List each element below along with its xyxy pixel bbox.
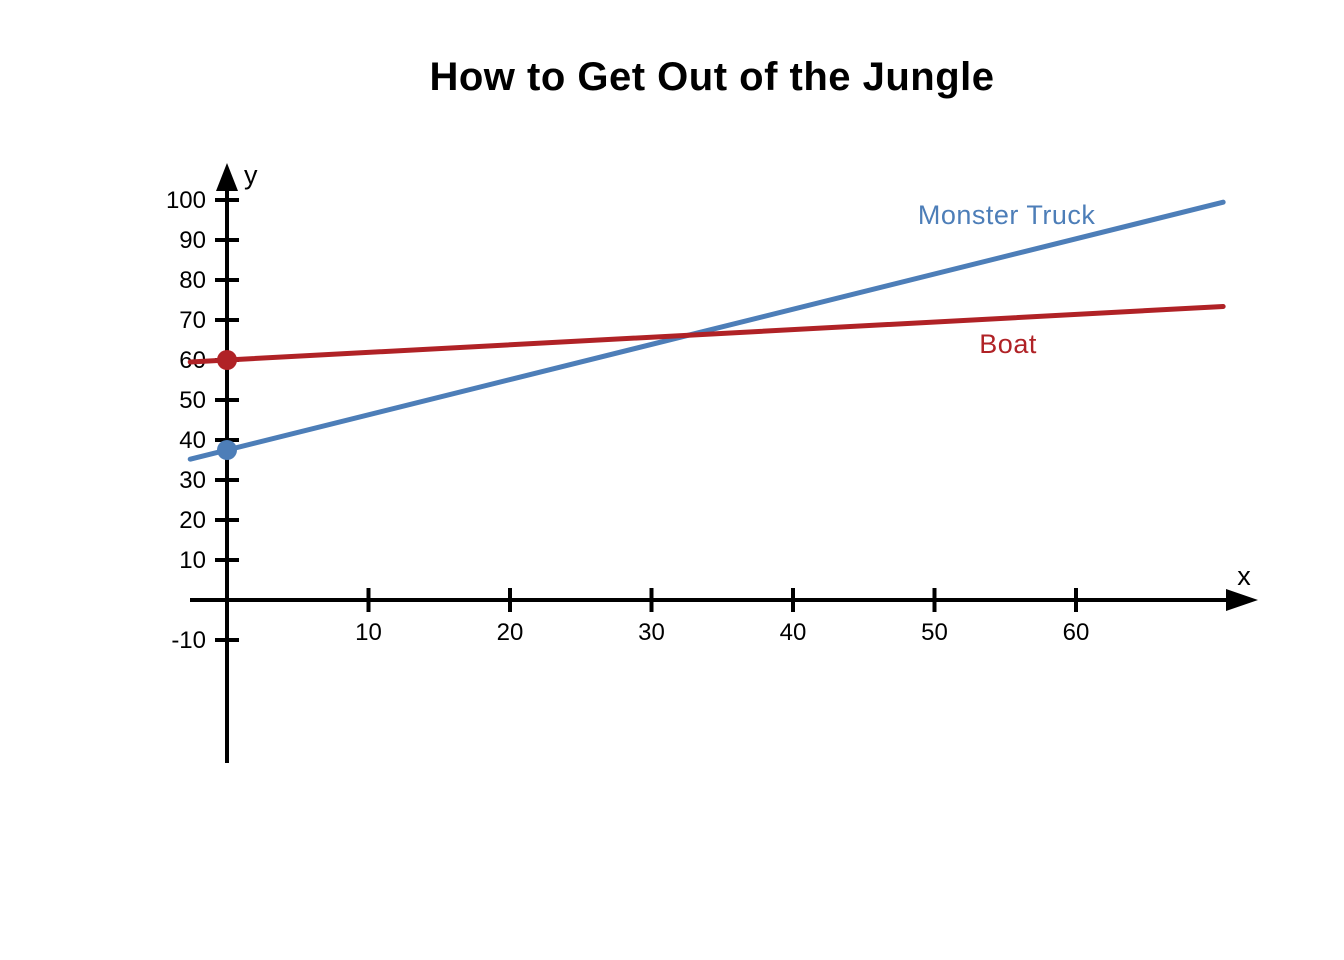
x-tick-label-40: 40 [780, 619, 807, 646]
series-line-monster-truck [187, 199, 1226, 462]
x-tick-label-50: 50 [921, 619, 948, 646]
y-tick-label-10: 10 [179, 547, 206, 574]
y-axis-label: y [244, 160, 258, 190]
chart-title: How to Get Out of the Jungle [429, 55, 995, 99]
y-tick-label-40: 40 [179, 427, 206, 454]
y-tick-label-100: 100 [166, 187, 206, 214]
y-tick-label-30: 30 [179, 467, 206, 494]
x-axis-arrowhead-icon [1226, 589, 1258, 611]
y-tick-label-70: 70 [179, 307, 206, 334]
x-tick-label-60: 60 [1063, 619, 1090, 646]
series-point-monster-truck [217, 440, 237, 460]
x-tick-label-30: 30 [638, 619, 665, 646]
y-tick-label--10: -10 [171, 627, 206, 654]
y-axis-arrowhead-icon [216, 163, 238, 191]
series-label-monster-truck: Monster Truck [918, 200, 1096, 230]
y-tick-label-20: 20 [179, 507, 206, 534]
series-label-boat: Boat [979, 329, 1037, 359]
x-tick-label-10: 10 [355, 619, 382, 646]
series-point-boat [217, 350, 237, 370]
y-tick-label-50: 50 [179, 387, 206, 414]
x-tick-label-20: 20 [497, 619, 524, 646]
y-tick-label-80: 80 [179, 267, 206, 294]
x-axis-label: x [1237, 561, 1251, 591]
series-line-boat [187, 303, 1226, 365]
y-tick-label-90: 90 [179, 227, 206, 254]
